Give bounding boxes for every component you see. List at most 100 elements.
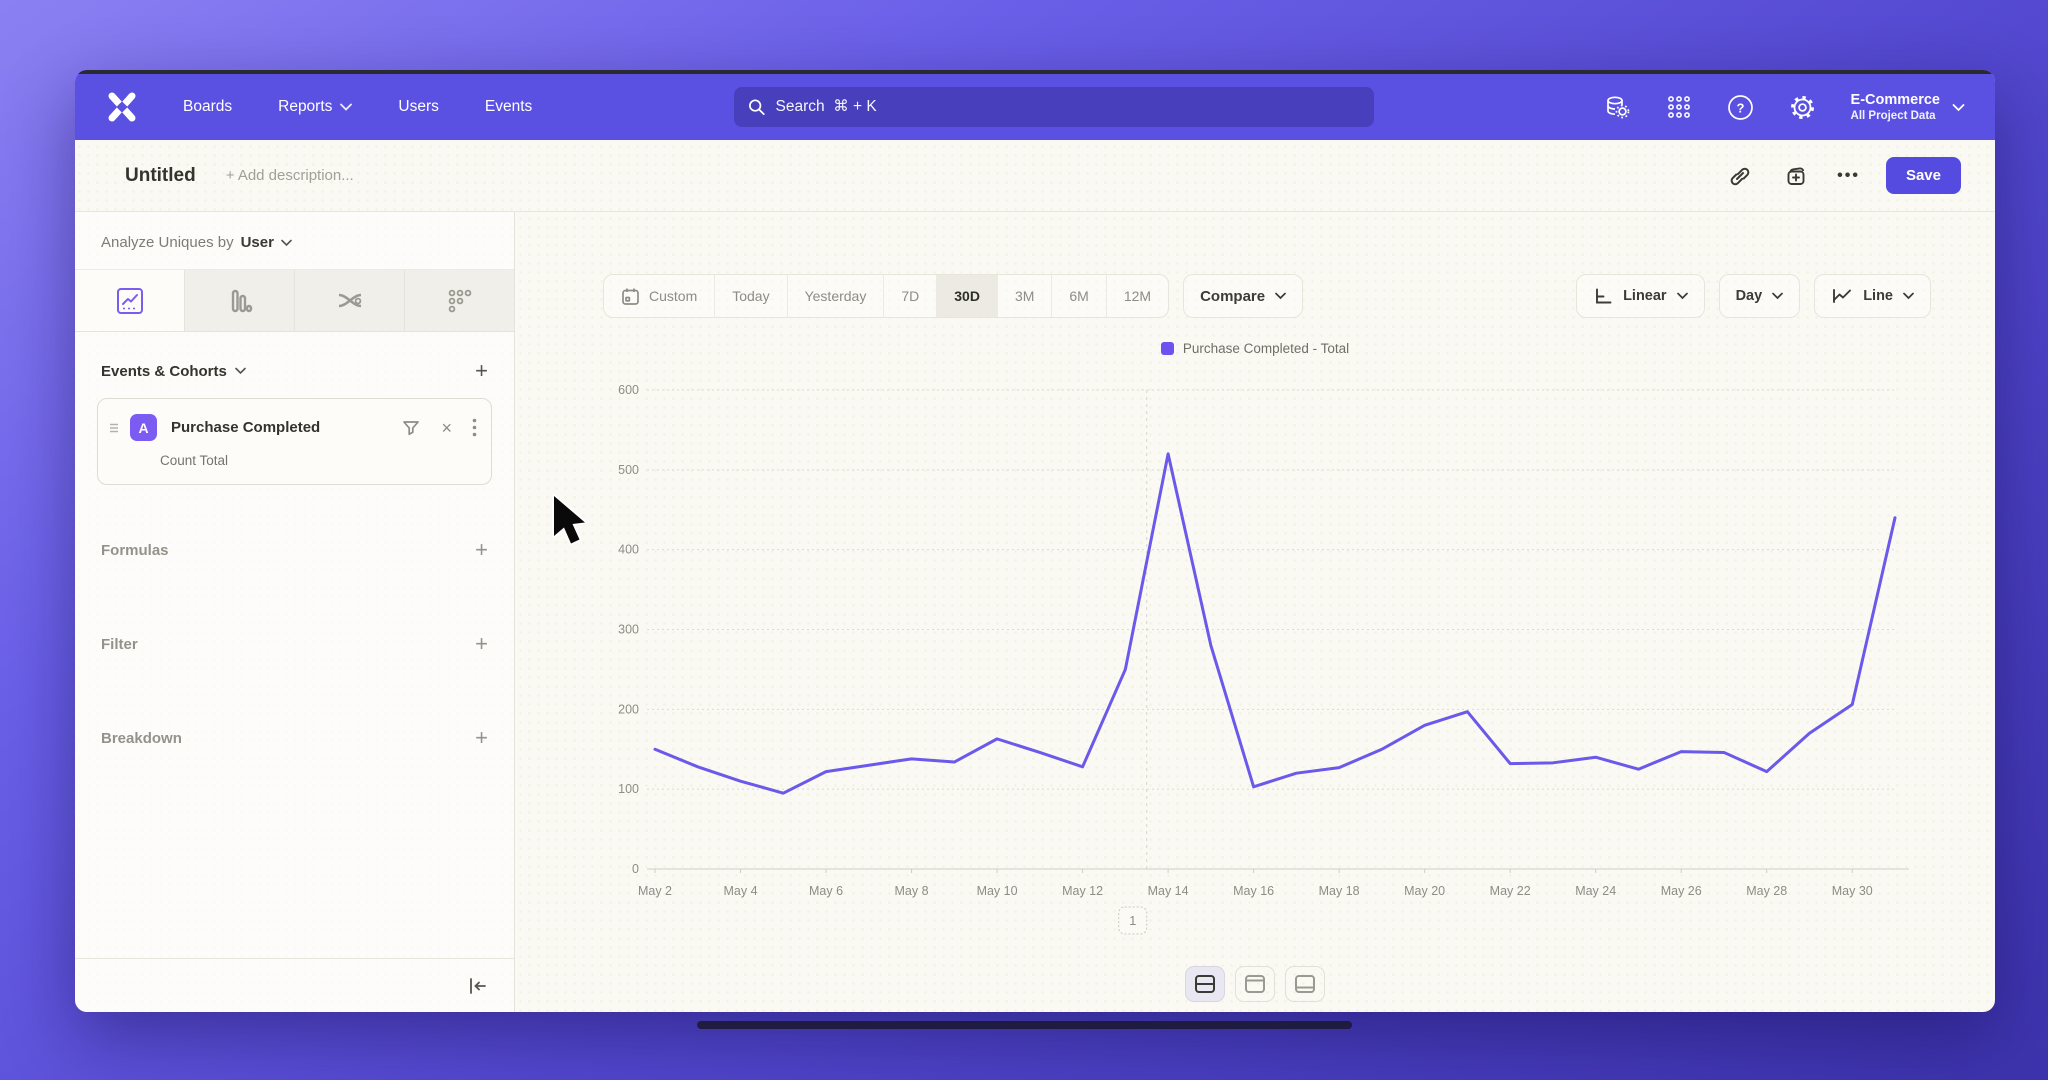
event-card[interactable]: A Purchase Completed × Count Total xyxy=(97,398,492,485)
event-letter-badge: A xyxy=(130,414,157,441)
panel-bottom-icon xyxy=(1295,975,1315,993)
split-horizontal-icon xyxy=(1195,975,1215,993)
range-yesterday-button[interactable]: Yesterday xyxy=(788,275,885,317)
add-event-button[interactable]: + xyxy=(475,358,488,383)
save-button[interactable]: Save xyxy=(1885,157,1961,194)
interval-dropdown[interactable]: Day xyxy=(1718,274,1801,318)
query-builder-sidebar: Analyze Uniques by User xyxy=(75,212,515,1012)
line-chart-type-icon xyxy=(1833,289,1852,303)
svg-text:May 18: May 18 xyxy=(1319,884,1360,898)
search-input[interactable] xyxy=(775,98,1361,116)
svg-text:May 4: May 4 xyxy=(723,884,757,898)
tab-flows[interactable] xyxy=(295,270,405,331)
svg-text:400: 400 xyxy=(618,543,639,557)
svg-text:May 6: May 6 xyxy=(809,884,843,898)
range-12m-button[interactable]: 12M xyxy=(1107,275,1168,317)
svg-text:May 22: May 22 xyxy=(1490,884,1531,898)
analyze-uniques-row: Analyze Uniques by User xyxy=(75,212,514,270)
range-30d-button[interactable]: 30D xyxy=(937,275,998,317)
help-icon[interactable]: ? xyxy=(1727,93,1755,121)
sidebar-footer xyxy=(75,958,514,1012)
event-name[interactable]: Purchase Completed xyxy=(171,419,321,436)
svg-text:300: 300 xyxy=(618,623,639,637)
layout-toggle-group xyxy=(515,966,1995,1002)
project-switcher[interactable]: E-Commerce All Project Data xyxy=(1851,91,1965,124)
events-cohorts-header: Events & Cohorts + xyxy=(101,358,488,383)
kebab-menu-icon[interactable] xyxy=(472,418,477,437)
svg-text:May 28: May 28 xyxy=(1746,884,1787,898)
filter-section: Filter + xyxy=(101,631,488,656)
svg-text:0: 0 xyxy=(632,862,639,876)
layout-panel-bottom-button[interactable] xyxy=(1285,966,1325,1002)
chevron-down-icon xyxy=(1903,292,1914,300)
tab-insights-line[interactable] xyxy=(75,270,185,331)
settings-gear-icon[interactable] xyxy=(1789,93,1817,121)
legend-label: Purchase Completed - Total xyxy=(1182,340,1350,356)
report-title[interactable]: Untitled xyxy=(125,164,196,186)
app-window: Boards Reports Users Events xyxy=(75,70,1995,1012)
add-formula-button[interactable]: + xyxy=(475,537,488,562)
search-bar[interactable] xyxy=(734,87,1375,127)
axis-linear-icon xyxy=(1596,288,1612,304)
tab-retention[interactable] xyxy=(405,270,514,331)
legend-swatch xyxy=(1160,341,1174,355)
mixpanel-logo[interactable] xyxy=(105,90,139,124)
event-metric[interactable]: Count Total xyxy=(160,453,229,468)
chart-legend: Purchase Completed - Total xyxy=(515,338,1995,358)
scale-dropdown[interactable]: Linear xyxy=(1576,274,1705,318)
chart-toolbar: Custom Today Yesterday 7D 30D 3M 6M 12M … xyxy=(515,274,1995,318)
breakdown-section: Breakdown + xyxy=(101,725,488,750)
flows-icon xyxy=(338,293,361,307)
chevron-down-icon[interactable] xyxy=(281,239,292,247)
add-breakdown-button[interactable]: + xyxy=(475,725,488,750)
line-chart[interactable]: 600 500 400 300 200 100 0 May 2 May 4 May 6 May 8 M… xyxy=(515,382,1995,952)
nav-item-reports[interactable]: Reports xyxy=(278,98,353,116)
layout-split-horizontal-button[interactable] xyxy=(1185,966,1225,1002)
range-7d-button[interactable]: 7D xyxy=(884,275,938,317)
duplicate-icon[interactable] xyxy=(1781,161,1811,191)
nav-item-users[interactable]: Users xyxy=(398,98,439,115)
svg-text:200: 200 xyxy=(618,702,639,716)
calendar-icon xyxy=(622,288,639,305)
range-3m-button[interactable]: 3M xyxy=(998,275,1053,317)
collapse-sidebar-icon[interactable] xyxy=(468,977,488,995)
remove-event-icon[interactable]: × xyxy=(441,417,452,438)
chart-type-dropdown[interactable]: Line xyxy=(1814,274,1931,318)
layout-panel-top-button[interactable] xyxy=(1235,966,1275,1002)
svg-text:May 10: May 10 xyxy=(977,884,1018,898)
svg-text:May 16: May 16 xyxy=(1233,884,1274,898)
more-actions-button[interactable]: ••• xyxy=(1837,166,1860,184)
search-icon xyxy=(749,99,765,116)
share-link-icon[interactable] xyxy=(1725,161,1755,191)
report-type-tabs xyxy=(75,270,514,332)
svg-text:1: 1 xyxy=(1129,913,1136,928)
chevron-down-icon xyxy=(1772,292,1784,300)
nav-item-events[interactable]: Events xyxy=(484,98,533,115)
date-range-segmented-control: Custom Today Yesterday 7D 30D 3M 6M 12M xyxy=(603,274,1170,318)
drag-handle-icon[interactable] xyxy=(108,422,120,434)
add-filter-button[interactable]: + xyxy=(475,631,488,656)
range-today-button[interactable]: Today xyxy=(715,275,788,317)
formulas-section: Formulas + xyxy=(101,537,488,562)
tab-bar-chart[interactable] xyxy=(185,270,295,331)
data-management-icon[interactable] xyxy=(1603,93,1631,121)
nav-item-boards[interactable]: Boards xyxy=(183,98,233,115)
add-description[interactable]: + Add description... xyxy=(225,167,354,184)
apps-grid-icon[interactable] xyxy=(1665,93,1693,121)
compare-dropdown[interactable]: Compare xyxy=(1183,274,1304,318)
svg-text:May 20: May 20 xyxy=(1404,884,1445,898)
range-6m-button[interactable]: 6M xyxy=(1052,275,1107,317)
desktop-dock-hint xyxy=(697,1021,1352,1029)
chevron-down-icon xyxy=(1952,103,1965,111)
svg-text:600: 600 xyxy=(618,383,639,397)
analyze-value-dropdown[interactable]: User xyxy=(240,234,274,251)
range-custom-button[interactable]: Custom xyxy=(604,275,716,317)
chevron-down-icon[interactable] xyxy=(235,367,246,375)
project-name: E-Commerce xyxy=(1850,91,1940,108)
filter-funnel-icon[interactable] xyxy=(401,418,421,438)
chevron-down-icon xyxy=(1676,292,1688,300)
chart-panel: Custom Today Yesterday 7D 30D 3M 6M 12M … xyxy=(515,212,1995,1012)
svg-text:May 26: May 26 xyxy=(1661,884,1702,898)
bar-chart-icon xyxy=(231,289,252,312)
svg-text:May 14: May 14 xyxy=(1148,884,1189,898)
